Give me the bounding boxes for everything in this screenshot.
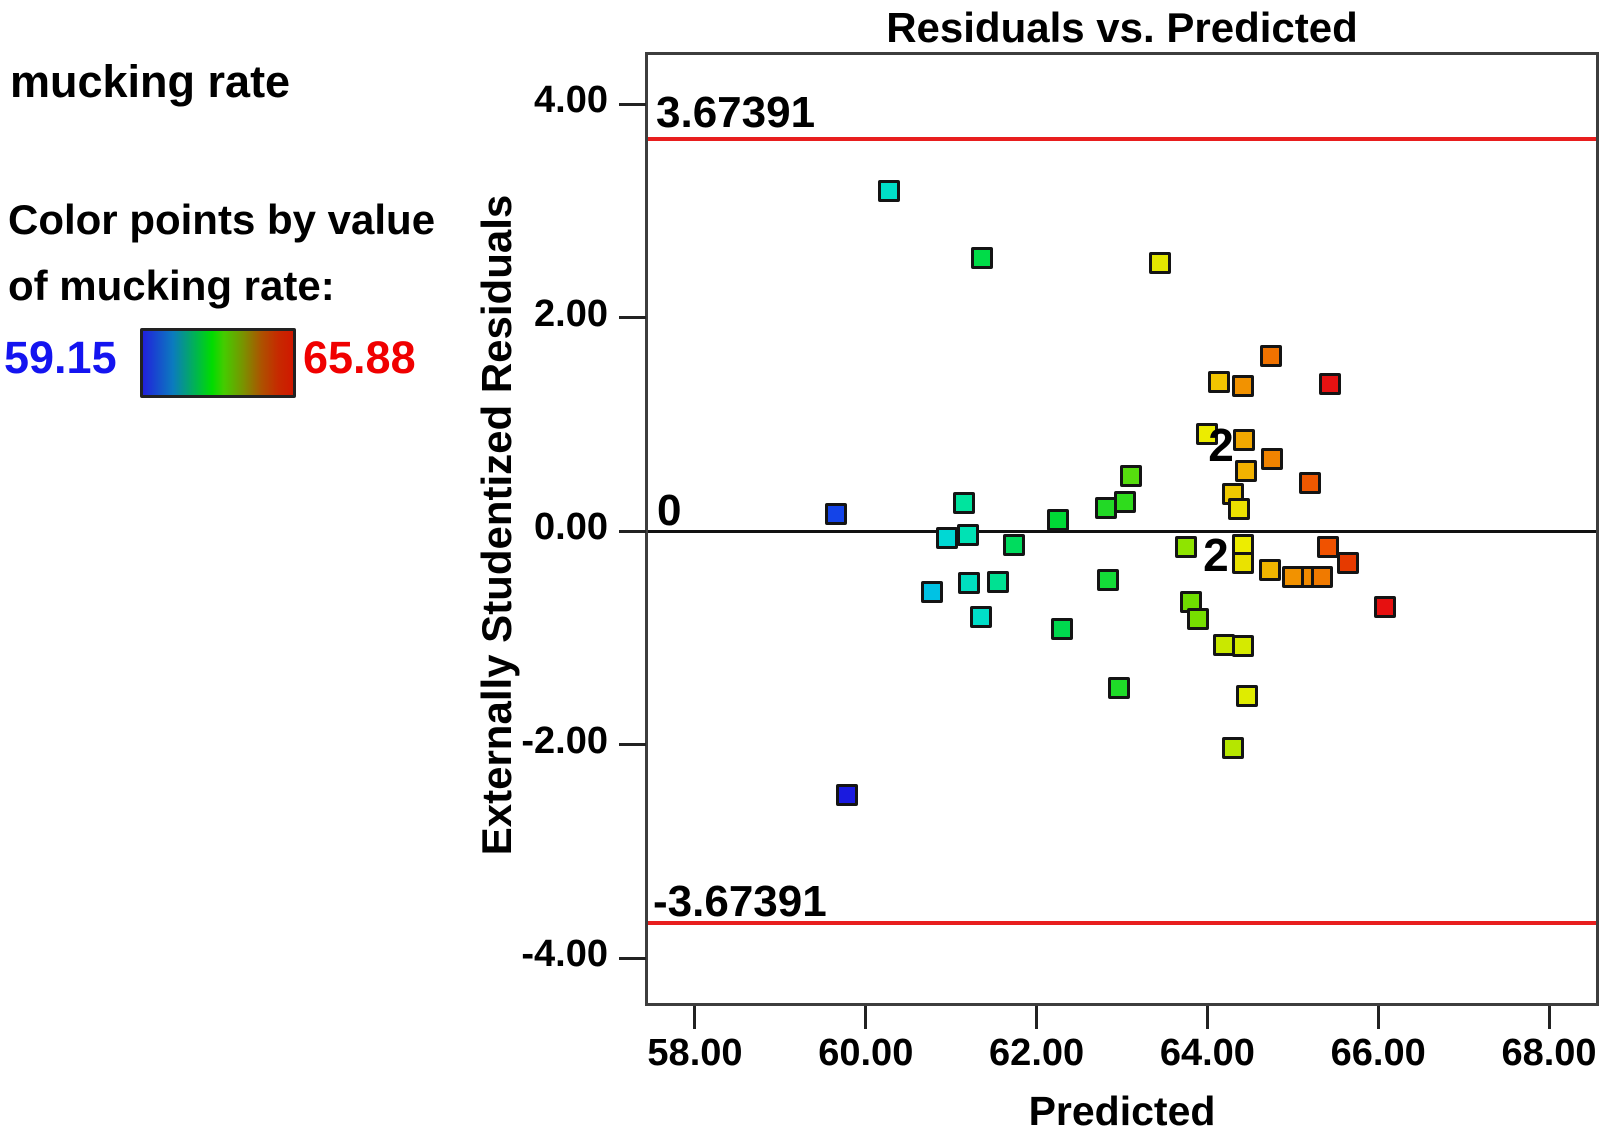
x-axis-tick <box>1376 1006 1380 1029</box>
data-point <box>1374 595 1397 618</box>
data-point <box>1051 618 1074 641</box>
data-point <box>1187 607 1209 630</box>
x-axis-tick <box>1035 1006 1039 1029</box>
data-point <box>1337 552 1360 575</box>
x-axis-tick-label: 64.00 <box>1159 1032 1255 1074</box>
legend-color-note-line2: of mucking rate: <box>8 262 335 309</box>
data-point <box>1094 496 1117 519</box>
x-axis-tick-label: 68.00 <box>1501 1032 1597 1074</box>
data-point <box>1108 677 1131 700</box>
lower-control-limit-line <box>648 921 1596 926</box>
x-axis-title: Predicted <box>1028 1088 1216 1134</box>
data-point <box>1208 370 1231 393</box>
data-point <box>1148 252 1171 275</box>
data-point <box>1046 509 1069 532</box>
legend-min-value: 59.15 <box>4 332 117 383</box>
data-point <box>935 526 958 549</box>
plot-area <box>645 52 1599 1006</box>
data-point <box>877 179 900 202</box>
y-axis-tick <box>619 956 646 960</box>
data-point <box>1261 447 1284 470</box>
x-axis-tick-label: 58.00 <box>647 1032 743 1074</box>
data-point <box>1097 569 1120 592</box>
data-point <box>1232 374 1255 397</box>
zero-reference-label: 0 <box>657 486 682 536</box>
overlap-count-label: 2 <box>1203 528 1229 581</box>
data-point <box>824 503 847 526</box>
y-axis-tick <box>619 529 646 533</box>
color-gradient-bar <box>140 328 296 398</box>
data-point <box>1258 558 1281 581</box>
data-point <box>1232 635 1255 658</box>
data-point <box>970 605 993 628</box>
x-axis-tick <box>864 1006 868 1029</box>
zero-reference-line <box>648 529 1596 533</box>
data-point <box>953 492 975 515</box>
legend-max-value: 65.88 <box>303 332 416 383</box>
legend-color-note-line1: Color points by value <box>8 196 436 243</box>
data-point <box>1195 422 1218 445</box>
data-point <box>970 246 993 269</box>
y-axis-tick <box>619 102 646 106</box>
lower-control-limit-label: -3.67391 <box>653 877 827 927</box>
x-axis-tick-label: 66.00 <box>1330 1032 1426 1074</box>
data-point <box>1113 491 1136 514</box>
y-axis-tick-label: 4.00 <box>534 79 608 122</box>
y-axis-tick-label: 0.00 <box>534 506 608 549</box>
x-axis-tick <box>1205 1006 1209 1029</box>
data-point <box>1233 429 1256 452</box>
y-axis-tick-label: -4.00 <box>521 933 608 976</box>
data-point <box>1120 464 1143 487</box>
data-point <box>958 572 981 595</box>
x-axis-tick <box>693 1006 697 1029</box>
y-axis-tick <box>619 743 646 747</box>
data-point <box>920 580 943 603</box>
x-axis-tick-label: 62.00 <box>989 1032 1085 1074</box>
data-point <box>1228 497 1250 520</box>
data-point <box>1260 345 1283 368</box>
data-point <box>957 524 980 547</box>
x-axis-tick <box>1547 1006 1551 1029</box>
x-axis-tick-label: 60.00 <box>818 1032 914 1074</box>
data-point <box>1319 372 1342 395</box>
data-point <box>1298 472 1321 495</box>
data-point <box>1235 684 1258 707</box>
data-point <box>835 783 858 806</box>
y-axis-tick-label: 2.00 <box>534 292 608 335</box>
data-point <box>1316 536 1339 559</box>
data-point <box>1175 536 1198 559</box>
data-point <box>1232 552 1255 575</box>
data-point <box>1003 534 1026 556</box>
data-point <box>987 571 1010 594</box>
y-axis-tick-label: -2.00 <box>521 719 608 762</box>
data-point <box>1222 736 1245 759</box>
data-point <box>1310 566 1333 589</box>
legend-factor-label: mucking rate <box>10 56 291 107</box>
chart-title: Residuals vs. Predicted <box>886 4 1358 51</box>
upper-control-limit-label: 3.67391 <box>656 87 816 137</box>
y-axis-tick <box>619 316 646 320</box>
overlap-count-label: 2 <box>1208 418 1234 471</box>
upper-control-limit-line <box>648 136 1596 141</box>
data-point <box>1234 460 1257 483</box>
